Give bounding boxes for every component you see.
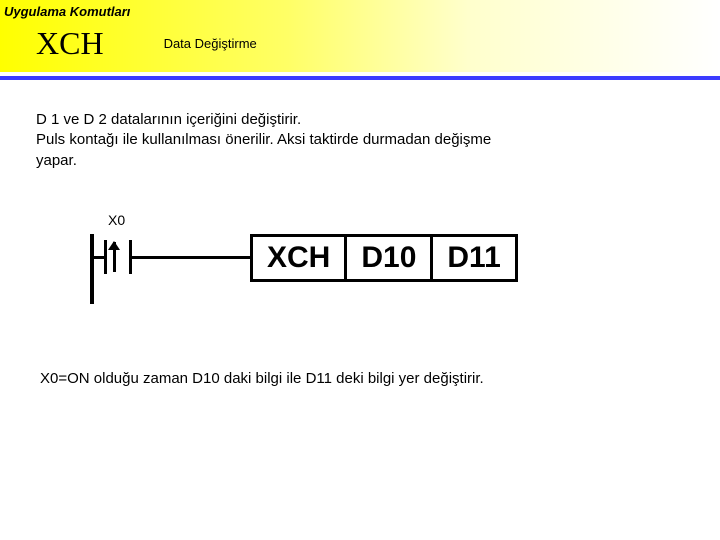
instruction-arg: D10 (347, 237, 433, 279)
contact-label: X0 (108, 212, 125, 228)
category-label: Uygulama Komutları (0, 0, 720, 19)
description-line: Puls kontağı ile kullanılması önerilir. … (36, 130, 491, 150)
description-line: D 1 ve D 2 datalarının içeriğini değişti… (36, 110, 491, 130)
instruction-arg: D11 (433, 237, 514, 279)
description-line: yapar. (36, 151, 491, 171)
instruction-op: XCH (253, 237, 347, 279)
header-main: XCH Data Değiştirme (0, 19, 720, 62)
footer-note: X0=ON olduğu zaman D10 daki bilgi ile D1… (40, 370, 484, 387)
description-block: D 1 ve D 2 datalarının içeriğini değişti… (36, 110, 491, 171)
bus-bar (90, 234, 94, 304)
slide-header: Uygulama Komutları XCH Data Değiştirme (0, 0, 720, 72)
mnemonic: XCH (36, 25, 104, 62)
subtitle: Data Değiştirme (164, 36, 257, 51)
rung-segment (132, 256, 250, 259)
rung-segment (94, 256, 104, 259)
pulse-contact-icon (104, 240, 132, 274)
divider-rule (0, 76, 720, 80)
instruction-box: XCH D10 D11 (250, 234, 518, 282)
ladder-diagram: X0 XCH D10 D11 (90, 234, 630, 304)
